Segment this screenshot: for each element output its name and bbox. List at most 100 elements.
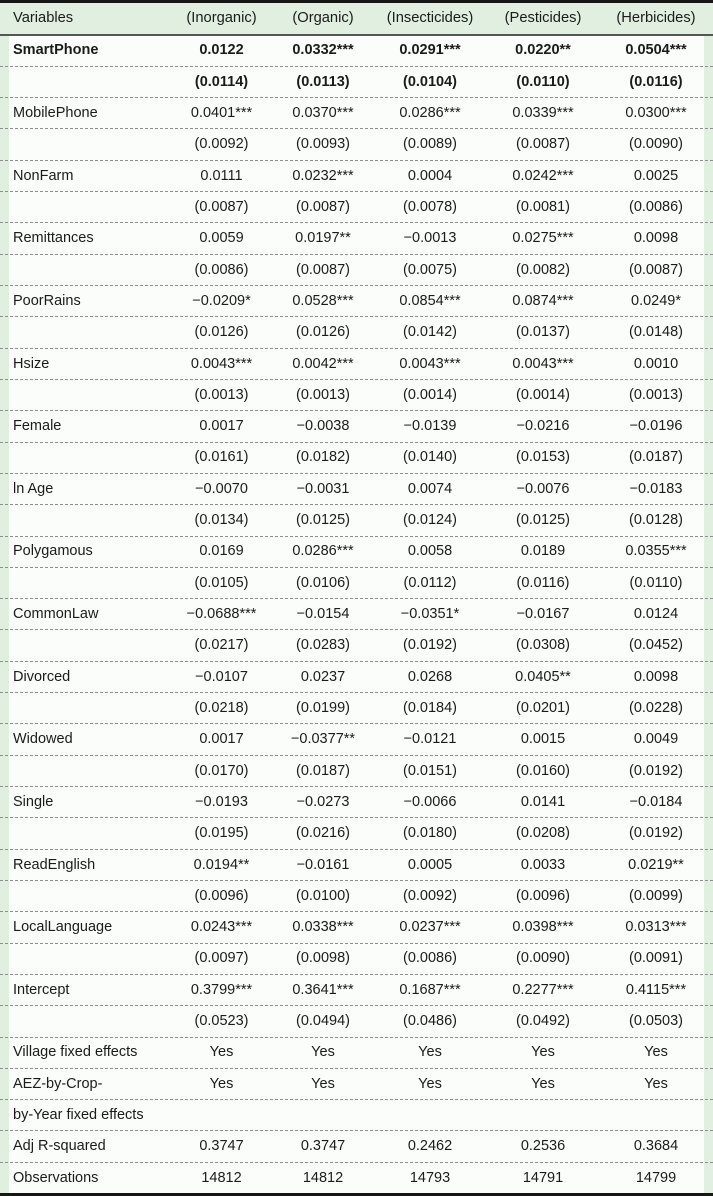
standard-error-row: (0.0013) (0.0013) (0.0014) (0.0014) (0.0013) — [0, 379, 713, 412]
standard-error-value: (0.0148) — [628, 324, 683, 341]
standard-error-value: (0.0195) — [194, 825, 249, 842]
coefficient-value: 0.0124 — [633, 606, 679, 623]
variable-label: PoorRains — [13, 292, 81, 309]
coefficient-row: PoorRains −0.0209* 0.0528*** 0.0854*** 0.087… — [0, 286, 713, 318]
footer-value: Yes — [644, 1044, 668, 1061]
coefficient-value: 0.0219** — [628, 856, 684, 873]
standard-error-value: (0.0192) — [628, 825, 683, 842]
standard-error-value: (0.0140) — [402, 449, 457, 466]
standard-error-row: (0.0087) (0.0087) (0.0078) (0.0081) (0.0086) — [0, 192, 713, 224]
variable-label: Female — [13, 418, 62, 435]
standard-error-row: (0.0523) (0.0494) (0.0486) (0.0492) (0.0503) — [0, 1006, 713, 1038]
coefficient-value: 0.0355*** — [625, 543, 687, 560]
coefficient-value: −0.0154 — [296, 606, 350, 623]
variable-label: MobilePhone — [13, 105, 98, 122]
standard-error-value: (0.0161) — [194, 449, 249, 466]
header-column-label: (Pesticides) — [504, 9, 582, 26]
standard-error-value: (0.0082) — [515, 261, 570, 278]
variable-label: ReadEnglish — [13, 856, 96, 873]
footer-value: Yes — [531, 1044, 555, 1061]
coefficient-value: 0.0074 — [407, 480, 453, 497]
standard-error-row: (0.0126) (0.0126) (0.0142) (0.0137) (0.0148) — [0, 317, 713, 349]
coefficient-value: 0.0332*** — [292, 42, 354, 59]
header-column-label: (Organic) — [292, 9, 354, 26]
coefficient-value: 0.0122 — [199, 42, 244, 59]
standard-error-value: (0.0283) — [295, 637, 350, 654]
variable-label: Polygamous — [13, 543, 93, 560]
coefficient-value: 0.0405** — [515, 668, 571, 685]
standard-error-value: (0.0013) — [194, 386, 249, 403]
variable-label: LocalLanguage — [13, 919, 113, 936]
standard-error-row: (0.0086) (0.0087) (0.0075) (0.0082) (0.0087) — [0, 254, 713, 287]
header-column-label: (Insecticides) — [386, 9, 474, 26]
footer-row: Adj R-squared 0.3747 0.3747 0.2462 0.2536 0.3… — [0, 1131, 713, 1163]
footer-value: Yes — [311, 1075, 335, 1092]
coefficient-value: 0.0141 — [520, 793, 566, 810]
standard-error-value: (0.0110) — [516, 73, 570, 90]
standard-error-value: (0.0523) — [194, 1013, 249, 1030]
coefficient-value: 0.0043*** — [399, 355, 461, 372]
footer-value: 0.2462 — [407, 1138, 453, 1155]
standard-error-value: (0.0096) — [515, 887, 570, 904]
coefficient-row: CommonLaw −0.0688*** −0.0154 −0.0351* −0.016… — [0, 599, 713, 631]
standard-error-value: (0.0089) — [402, 136, 457, 153]
coefficient-value: 0.0049 — [633, 731, 679, 748]
standard-error-value: (0.0100) — [295, 887, 350, 904]
coefficient-value: −0.0196 — [629, 418, 683, 435]
coefficient-value: 0.0300*** — [625, 105, 687, 122]
coefficient-value: 0.0232*** — [292, 167, 354, 184]
variable-label: Remittances — [13, 230, 94, 247]
coefficient-value: 0.0401*** — [190, 105, 253, 122]
coefficient-value: 0.0528*** — [292, 292, 354, 309]
standard-error-value: (0.0087) — [628, 261, 683, 278]
standard-error-row: (0.0097) (0.0098) (0.0086) (0.0090) (0.0091) — [0, 943, 713, 975]
standard-error-value: (0.0218) — [194, 699, 249, 716]
coefficient-value: 0.3641*** — [292, 981, 354, 998]
variable-label: ln Age — [13, 480, 54, 497]
coefficient-value: 0.0033 — [520, 856, 566, 873]
coefficient-value: −0.0031 — [296, 480, 350, 497]
standard-error-value: (0.0201) — [515, 699, 570, 716]
coefficient-value: −0.0161 — [296, 856, 350, 873]
footer-row: Village fixed effects Yes Yes Yes Yes Yes — [0, 1037, 713, 1069]
coefficient-value: −0.0038 — [296, 418, 350, 435]
standard-error-value: (0.0078) — [402, 198, 457, 215]
coefficient-value: 0.0017 — [199, 418, 244, 435]
coefficient-value: 0.0874*** — [512, 292, 574, 309]
coefficient-value: −0.0183 — [629, 480, 683, 497]
standard-error-value: (0.0086) — [194, 261, 249, 278]
coefficient-value: 0.0058 — [407, 543, 453, 560]
standard-error-value: (0.0114) — [194, 73, 249, 90]
coefficient-value: 0.0370*** — [292, 105, 354, 122]
coefficient-value: 0.0291*** — [399, 42, 461, 59]
standard-error-value: (0.0093) — [295, 136, 350, 153]
variable-label: CommonLaw — [13, 606, 99, 623]
footer-label: by-Year fixed effects — [13, 1107, 144, 1124]
standard-error-value: (0.0486) — [402, 1013, 457, 1030]
coefficient-value: 0.0275*** — [512, 230, 574, 247]
standard-error-value: (0.0126) — [194, 324, 249, 341]
standard-error-value: (0.0170) — [194, 762, 249, 779]
coefficient-value: −0.0121 — [403, 731, 457, 748]
footer-value: Yes — [311, 1044, 335, 1061]
footer-value: 0.3747 — [199, 1138, 244, 1155]
standard-error-value: (0.0116) — [629, 73, 683, 90]
standard-error-value: (0.0098) — [295, 950, 350, 967]
coefficient-value: 0.0059 — [199, 230, 244, 247]
coefficient-value: 0.4115*** — [625, 981, 687, 998]
footer-value: Yes — [209, 1044, 234, 1061]
standard-error-value: (0.0134) — [194, 512, 249, 529]
coefficient-value: 0.0268 — [407, 668, 453, 685]
standard-error-value: (0.0228) — [628, 699, 683, 716]
standard-error-value: (0.0104) — [402, 73, 457, 90]
footer-value: Yes — [644, 1075, 668, 1092]
standard-error-value: (0.0151) — [402, 762, 457, 779]
coefficient-value: 0.0010 — [633, 355, 679, 372]
coefficient-value: −0.0139 — [403, 418, 457, 435]
standard-error-value: (0.0192) — [402, 637, 457, 654]
standard-error-value: (0.0126) — [295, 324, 350, 341]
footer-row: by-Year fixed effects — [0, 1100, 713, 1132]
standard-error-value: (0.0187) — [295, 762, 350, 779]
coefficient-value: −0.0209* — [192, 292, 251, 309]
